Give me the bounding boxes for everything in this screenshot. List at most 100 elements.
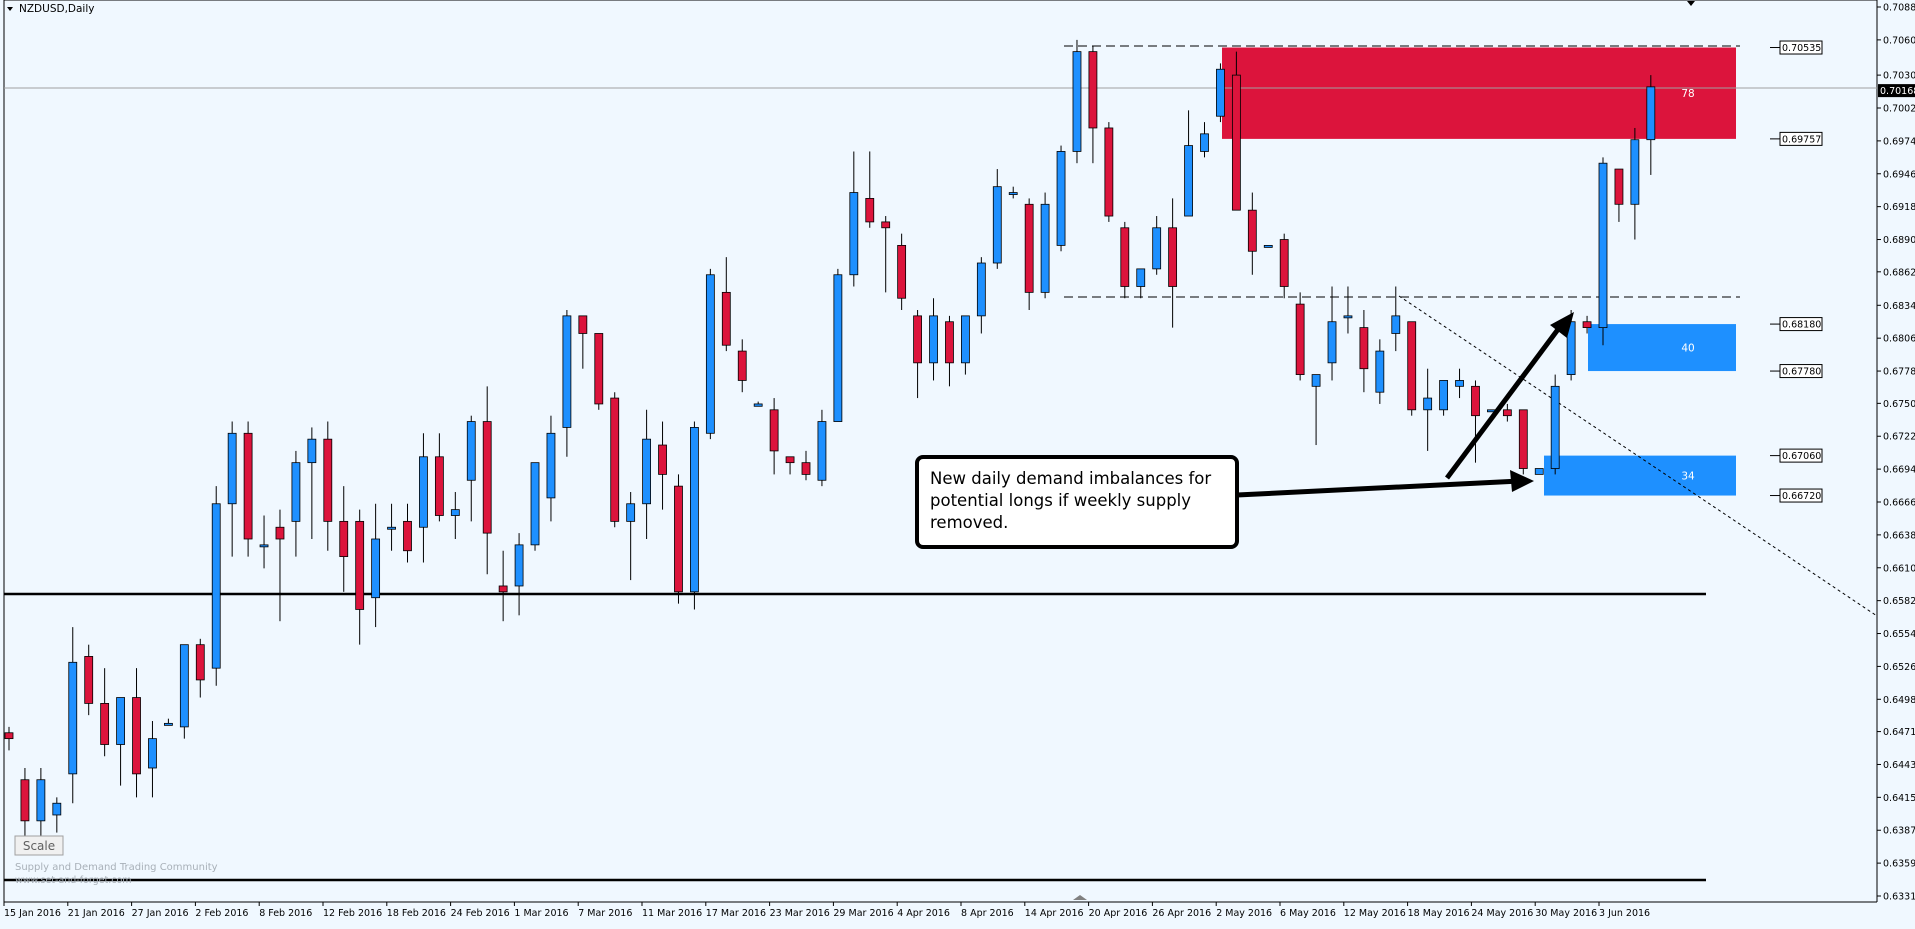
y-tick-label: 0.68625 (1883, 267, 1915, 278)
y-tick-label: 0.65265 (1883, 662, 1915, 673)
candle-body (20, 779, 30, 822)
chart-menu-arrow-icon[interactable] (7, 7, 13, 11)
price-tag-box (1779, 364, 1823, 379)
candle-body (1359, 327, 1369, 370)
x-tick-label: 14 Apr 2016 (1025, 908, 1084, 919)
candle-body (1263, 244, 1273, 248)
candle-body (817, 421, 827, 481)
scale-button-bg[interactable] (14, 835, 64, 856)
y-tick-label: 0.67780 (1883, 367, 1915, 378)
price-tag-box (1779, 40, 1823, 55)
y-tick-label: 0.67505 (1883, 399, 1915, 410)
candle-body (1168, 227, 1178, 287)
candle-body (100, 703, 110, 745)
candle-body (801, 462, 811, 475)
candle-body (498, 585, 508, 593)
x-tick-label: 6 May 2016 (1280, 908, 1336, 919)
candle-body (1550, 385, 1560, 469)
y-tick-label: 0.65825 (1883, 596, 1915, 607)
y-tick-label: 0.63310 (1883, 892, 1915, 903)
x-tick-label: 24 Feb 2016 (451, 908, 510, 919)
price-tag-label: 0.68180 (1782, 320, 1821, 331)
candle-body (1104, 127, 1114, 217)
x-tick-label: 12 Feb 2016 (323, 908, 382, 919)
chart-title: NZDUSD,Daily (19, 3, 94, 15)
scale-button[interactable]: Scale (14, 835, 64, 856)
watermark-line-1: Supply and Demand Trading Community (15, 862, 218, 873)
candle-body (1327, 321, 1337, 364)
price-tag-box (1779, 131, 1823, 146)
candle-body (1407, 321, 1417, 411)
y-tick-label: 0.65545 (1883, 629, 1915, 640)
annotation-text: New daily demand imbalances for potential… (930, 469, 1211, 532)
candle-body (434, 456, 444, 516)
x-tick-label: 7 Mar 2016 (578, 908, 632, 919)
x-tick-label: 15 Jan 2016 (4, 908, 61, 919)
candle-body (1231, 74, 1241, 211)
price-tag-label: 0.67780 (1782, 367, 1821, 378)
candle-body (849, 192, 859, 276)
x-tick-label: 18 Feb 2016 (387, 908, 446, 919)
candle-body (116, 697, 125, 745)
x-tick-label: 21 Jan 2016 (68, 908, 125, 919)
zones-layer: 78 40 34 (1222, 47, 1736, 496)
annotation-arrows (1236, 312, 1574, 498)
candle-body (323, 438, 333, 522)
zone-demand-2 (1544, 455, 1736, 496)
arrow-shaft-right (1236, 478, 1521, 498)
annotation-box (915, 455, 1239, 549)
price-tag-label: 0.69757 (1782, 134, 1821, 145)
candle-body (259, 544, 269, 548)
annotation-line: New daily demand imbalances for (930, 469, 1211, 488)
candle-body (1582, 321, 1592, 329)
annotation-line: potential longs if weekly supply (930, 491, 1191, 510)
candle-body (1439, 380, 1448, 411)
x-tick-label: 2 May 2016 (1216, 908, 1272, 919)
candle-body (578, 315, 588, 334)
price-tag-label: 0.66720 (1782, 491, 1821, 502)
x-tick-label: 12 May 2016 (1344, 908, 1406, 919)
candle-body (179, 644, 189, 728)
y-tick-label: 0.66665 (1883, 497, 1915, 508)
candle-body (992, 186, 1002, 264)
candle-body (4, 732, 14, 740)
candle-body (833, 274, 843, 422)
candle-body (1391, 315, 1401, 334)
y-tick-label: 0.67225 (1883, 432, 1915, 443)
candle-body (705, 274, 715, 434)
candle-body (945, 321, 954, 364)
candle-body (1343, 315, 1353, 319)
x-tick-label: 4 Apr 2016 (897, 908, 950, 919)
candle-body (355, 520, 365, 610)
candle-body (897, 244, 907, 299)
candle-body (1279, 239, 1289, 287)
candle-body (1455, 380, 1464, 387)
price-axis-background (1877, 0, 1915, 925)
scale-button-label[interactable]: Scale (23, 839, 55, 853)
candle-body (658, 444, 667, 475)
price-tag-box (1779, 488, 1823, 503)
candle-body (1072, 51, 1082, 152)
candle-body (610, 397, 620, 522)
candle-body (769, 409, 779, 452)
candle-body (642, 438, 651, 505)
candle-body (1024, 203, 1034, 293)
candle-body (227, 432, 237, 505)
candle-body (530, 462, 540, 546)
candle-body (1295, 303, 1305, 375)
candle-body (1534, 468, 1544, 475)
zone-label-1: 40 (1681, 343, 1694, 355)
zone-label-2: 34 (1681, 471, 1695, 483)
candle-body (1630, 139, 1640, 205)
candle-body (1120, 227, 1130, 287)
y-tick-label: 0.66385 (1883, 530, 1915, 541)
time-axis: 15 Jan 2016 21 Jan 2016 27 Jan 2016 2 Feb 2… (3, 902, 1650, 919)
candles-layer (4, 39, 1656, 845)
